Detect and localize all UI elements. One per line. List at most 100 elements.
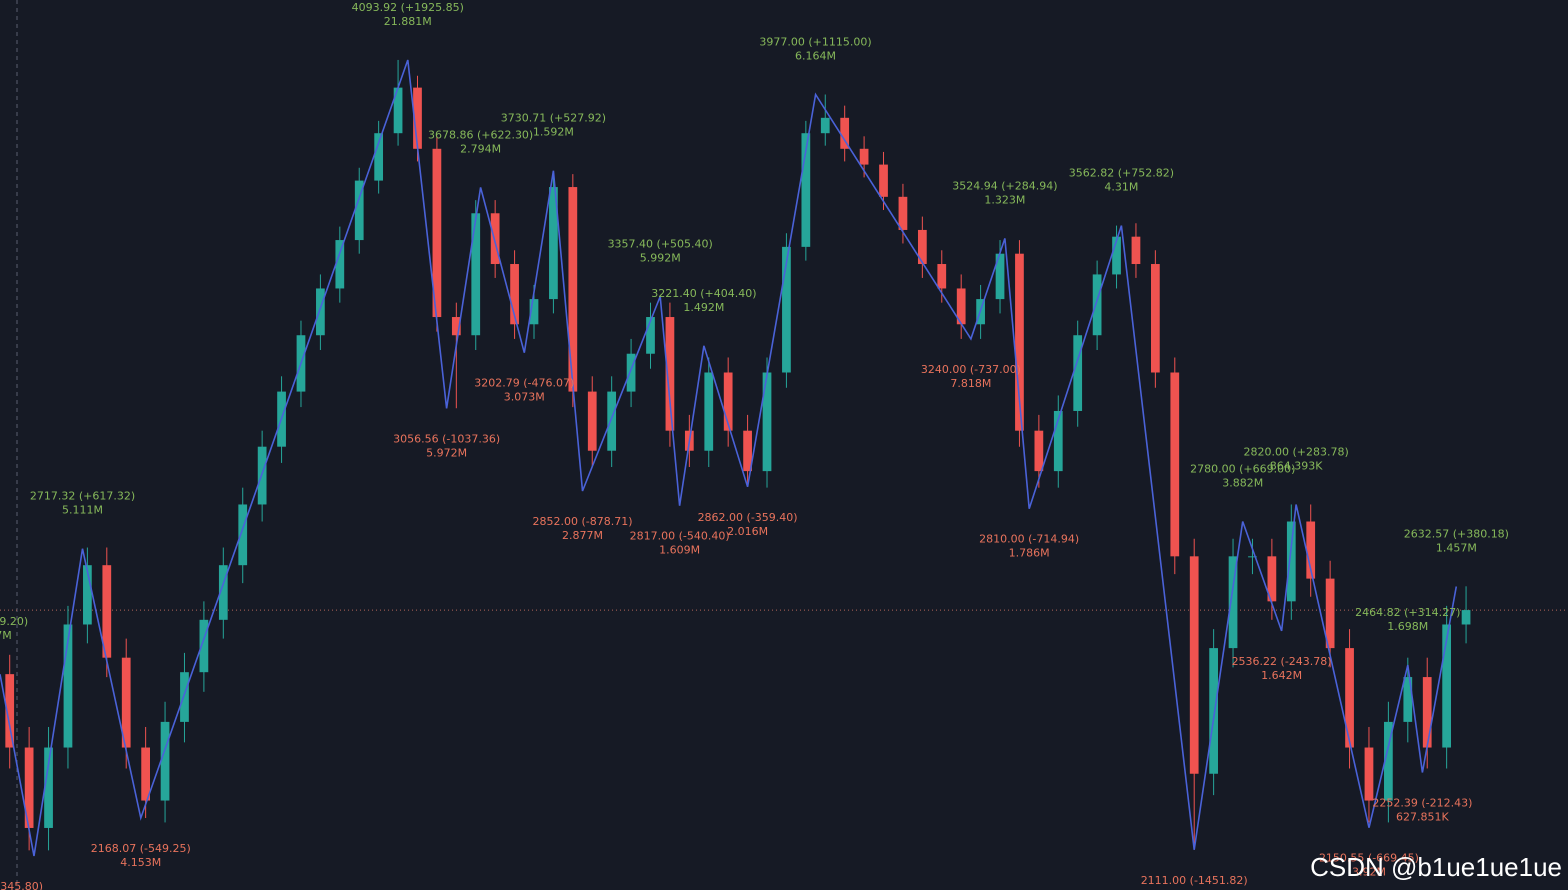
- pivot-volume: 864.393K: [1270, 459, 1323, 472]
- pivot-label: 2536.22 (-243.78): [1232, 655, 1332, 668]
- pivot-volume: 5.992M: [640, 251, 681, 264]
- candle-body: [160, 721, 170, 801]
- pivot-label: 3678.86 (+622.30): [428, 128, 533, 141]
- pivot-volume: 627.851K: [1396, 810, 1449, 823]
- pivot-label: 2464.82 (+314.27): [1355, 606, 1460, 619]
- candle-body: [24, 747, 34, 828]
- pivot-label: 2632.57 (+380.18): [1404, 527, 1509, 540]
- pivot-label: 2820.00 (+283.78): [1244, 445, 1349, 458]
- candle-body: [1461, 610, 1471, 625]
- pivot-volume: 1.609M: [659, 544, 700, 557]
- candle-body: [723, 372, 733, 431]
- pivot-label: 2852.00 (-878.71): [533, 515, 633, 528]
- candle-body: [432, 148, 442, 318]
- pivot-label: 2252.39 (-212.43): [1372, 796, 1472, 809]
- candle-body: [238, 504, 248, 566]
- candle-body: [1209, 648, 1218, 774]
- candle-body: [1384, 721, 1393, 801]
- candle-body: [665, 317, 675, 431]
- candle-body: [1131, 236, 1141, 265]
- candle-body: [956, 288, 966, 325]
- candle-body: [354, 180, 364, 241]
- candle-body: [820, 117, 830, 134]
- candle-body: [995, 253, 1005, 300]
- candle-body: [626, 353, 636, 392]
- candle-body: [762, 372, 772, 472]
- candle-body: [1248, 556, 1257, 558]
- pivot-label: 3202.79 (-476.07): [474, 377, 574, 390]
- pivot-label: 3524.94 (+284.94): [952, 179, 1057, 192]
- candle-body: [1306, 521, 1316, 579]
- zigzag-line: [0, 59, 1458, 857]
- pivot-label: 2810.00 (-714.94): [979, 533, 1079, 546]
- pivot-volume: 2.016M: [727, 525, 768, 538]
- pivot-label: 2150.55 (-669.45): [1319, 852, 1419, 865]
- candle-body: [1092, 274, 1102, 336]
- pivot-label: 3221.40 (+404.40): [651, 287, 756, 300]
- candle-body: [859, 148, 869, 165]
- candle-body: [879, 164, 888, 197]
- candle-body: [471, 213, 481, 336]
- candle-body: [218, 565, 228, 620]
- pivot-volume: 3.882M: [1222, 477, 1263, 490]
- pivot-volume: 1.492M: [683, 301, 724, 314]
- candle-body: [199, 619, 209, 673]
- candle-body: [1189, 556, 1199, 774]
- pivot-label: 2168.07 (-549.25): [91, 842, 191, 855]
- candle-body: [5, 674, 15, 748]
- pivot-volume: 1.698M: [1387, 620, 1428, 633]
- candle-body: [704, 372, 714, 451]
- candle-body: [180, 672, 189, 722]
- pivot-label: (+329.20): [0, 615, 28, 628]
- candle-body: [141, 747, 151, 801]
- candle-body: [1150, 264, 1160, 373]
- candle-body: [1267, 556, 1277, 602]
- pivot-volume: 6.164M: [795, 50, 836, 63]
- candle-body: [335, 240, 345, 289]
- candle-body: [1325, 578, 1335, 649]
- pivot-label: 3977.00 (+1115.00): [759, 36, 871, 49]
- pivot-volume: 21.881M: [384, 15, 432, 28]
- pivot-volume: 3.92M: [1352, 866, 1386, 879]
- candle-body: [1034, 430, 1044, 472]
- candle-body: [840, 117, 850, 149]
- pivot-volume: 7.818M: [950, 377, 991, 390]
- candle-body: [1073, 335, 1083, 411]
- pivot-volume: 1.323M: [984, 193, 1025, 206]
- pivot-volume: 1.592M: [533, 126, 574, 139]
- candle-body: [1422, 677, 1432, 748]
- pivot-label: 3562.82 (+752.82): [1069, 167, 1174, 180]
- pivot-volume: 4.153M: [120, 856, 161, 869]
- candle-body: [646, 317, 655, 354]
- pivot-label: 4093.92 (+1925.85): [352, 1, 464, 14]
- pivot-label: 3357.40 (+505.40): [608, 237, 713, 250]
- pivot-volume: 1.642M: [1261, 669, 1302, 682]
- candle-body: [1364, 747, 1374, 801]
- pivot-label: 2111.00 (-1451.82): [1141, 874, 1248, 887]
- candle-body: [374, 133, 384, 181]
- candle-body: [83, 565, 92, 625]
- candle-body: [1170, 372, 1180, 557]
- candle-body: [549, 187, 558, 300]
- candle-body: [1015, 253, 1024, 431]
- pivot-volume: 2.794M: [460, 142, 501, 155]
- candle-body: [917, 229, 927, 265]
- pivot-label: 3730.71 (+527.92): [501, 112, 606, 125]
- candle-body: [1112, 236, 1121, 275]
- pivot-label: 2817.00 (-540.40): [630, 530, 730, 543]
- candle-body: [393, 87, 403, 134]
- candle-body: [529, 299, 539, 325]
- candle-body: [1345, 648, 1354, 748]
- candle-body: [743, 430, 752, 472]
- candle-body: [607, 391, 617, 451]
- candle-body: [510, 264, 519, 325]
- candle-body: [782, 246, 791, 373]
- candle-body: [568, 187, 578, 392]
- candle-body: [1228, 556, 1238, 649]
- pivot-volume: 4.31M: [1104, 181, 1138, 194]
- candle-body: [316, 288, 325, 336]
- candle-body: [413, 87, 422, 149]
- candle-body: [587, 391, 597, 451]
